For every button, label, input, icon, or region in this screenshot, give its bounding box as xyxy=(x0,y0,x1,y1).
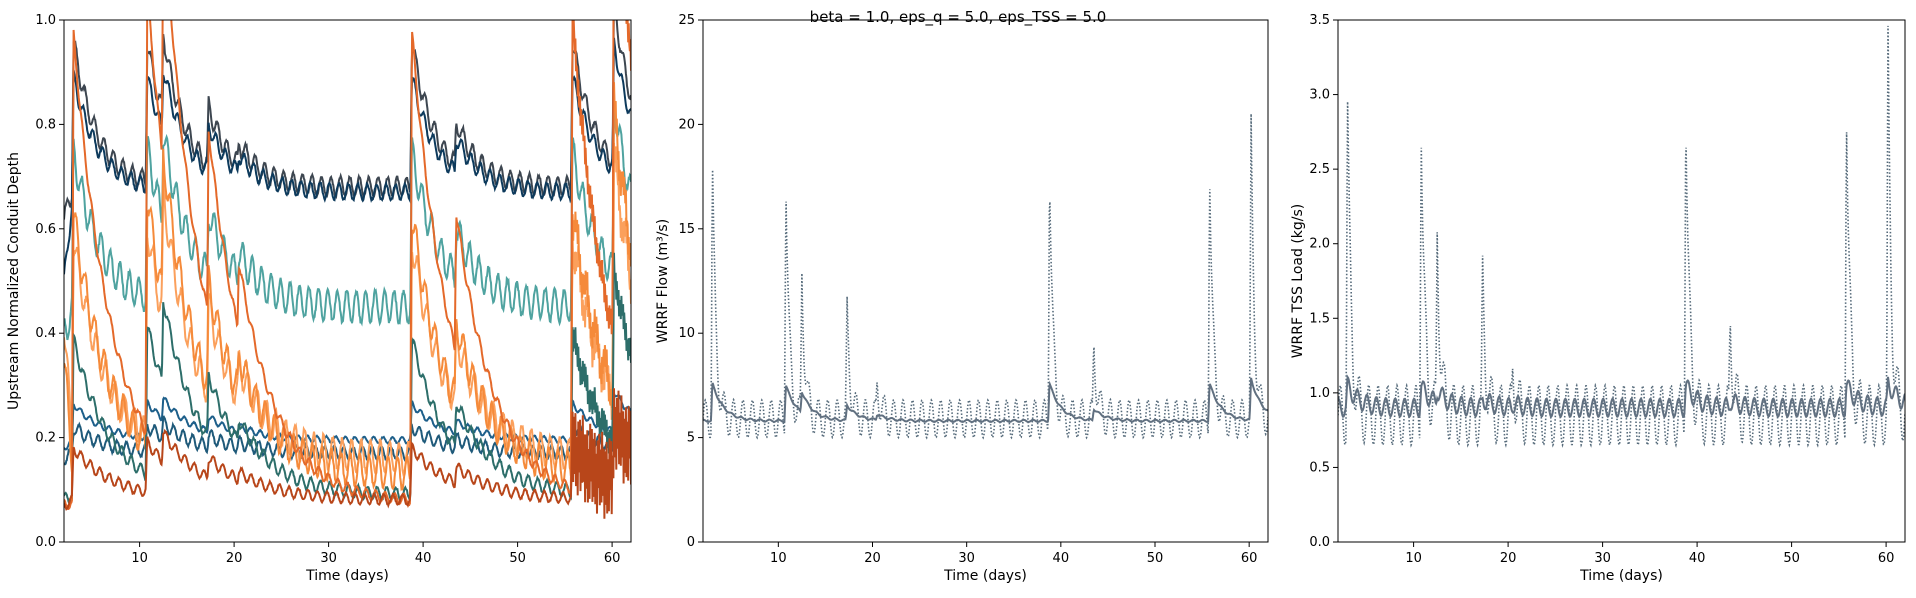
y-tick-label: 3.0 xyxy=(1309,88,1330,103)
series-line-2 xyxy=(64,37,631,275)
y-axis-label: WRRF Flow (m³/s) xyxy=(655,219,671,343)
x-tick-label: 10 xyxy=(131,551,148,566)
x-tick-label: 60 xyxy=(604,551,621,566)
y-tick-label: 25 xyxy=(678,13,695,28)
y-tick-label: 20 xyxy=(678,117,695,132)
x-tick-label: 40 xyxy=(415,551,432,566)
y-tick-label: 0.6 xyxy=(35,222,56,237)
x-tick-label: 50 xyxy=(1783,551,1800,566)
series-line-10 xyxy=(64,388,631,519)
x-tick-label: 60 xyxy=(1878,551,1895,566)
x-tick-label: 20 xyxy=(226,551,243,566)
y-tick-label: 1.0 xyxy=(1309,386,1330,401)
y-tick-label: 3.5 xyxy=(1309,13,1330,28)
y-tick-label: 5 xyxy=(687,431,695,446)
series-line-4 xyxy=(64,393,631,451)
axes-frame xyxy=(1337,19,1906,543)
y-tick-label: 0.0 xyxy=(35,535,56,550)
x-tick-label: 20 xyxy=(864,551,881,566)
y-tick-label: 10 xyxy=(678,326,695,341)
x-axis-label: Time (days) xyxy=(943,568,1027,584)
series-line-8 xyxy=(64,252,631,505)
x-tick-label: 50 xyxy=(509,551,526,566)
y-tick-label: 2.5 xyxy=(1309,162,1330,177)
series-line-9 xyxy=(64,20,631,510)
x-tick-label: 20 xyxy=(1500,551,1517,566)
x-tick-label: 30 xyxy=(320,551,337,566)
x-tick-label: 60 xyxy=(1241,551,1258,566)
figure-suptitle: beta = 1.0, eps_q = 5.0, eps_TSS = 5.0 xyxy=(809,8,1107,26)
y-axis-label: Upstream Normalized Conduit Depth xyxy=(6,152,22,410)
series-line-2 xyxy=(703,377,1268,423)
y-tick-label: 0.0 xyxy=(1309,535,1330,550)
series-line-1 xyxy=(1338,25,1905,448)
subplot-wrrf-tss: 10 20 30 40 50 60 0.0 0.5 1.0 1.5 2.0 2.5 3.0 3.5 Time… xyxy=(1290,13,1906,584)
axes-frame xyxy=(63,19,632,543)
y-tick-label: 0.4 xyxy=(35,326,56,341)
x-axis-label: Time (days) xyxy=(1579,568,1663,584)
y-tick-label: 1.0 xyxy=(35,13,56,28)
series-line-7 xyxy=(64,82,631,492)
y-tick-label: 15 xyxy=(678,222,695,237)
x-tick-label: 30 xyxy=(958,551,975,566)
series-line-3 xyxy=(64,100,631,341)
y-tick-label: 1.5 xyxy=(1309,311,1330,326)
y-tick-label: 2.0 xyxy=(1309,237,1330,252)
subplot-conduit-depth: 10 20 30 40 50 60 0.0 0.2 0.4 0.6 0.8 1.0 Time (days… xyxy=(6,13,632,584)
y-tick-label: 0.2 xyxy=(35,431,56,446)
series-line-2 xyxy=(1338,374,1905,419)
x-tick-label: 50 xyxy=(1147,551,1164,566)
x-tick-label: 30 xyxy=(1594,551,1611,566)
y-tick-label: 0.5 xyxy=(1309,460,1330,475)
x-tick-label: 10 xyxy=(770,551,787,566)
x-tick-label: 40 xyxy=(1689,551,1706,566)
x-tick-label: 10 xyxy=(1405,551,1422,566)
y-tick-label: 0.8 xyxy=(35,117,56,132)
y-tick-label: 0 xyxy=(687,535,695,550)
subplot-wrrf-flow: 10 20 30 40 50 60 0 5 10 15 20 25 Time (days) WRRF Fl… xyxy=(655,13,1269,584)
y-axis-label: WRRF TSS Load (kg/s) xyxy=(1290,204,1306,359)
axes-frame xyxy=(702,19,1269,543)
x-tick-label: 40 xyxy=(1053,551,1070,566)
x-axis-label: Time (days) xyxy=(305,568,389,584)
